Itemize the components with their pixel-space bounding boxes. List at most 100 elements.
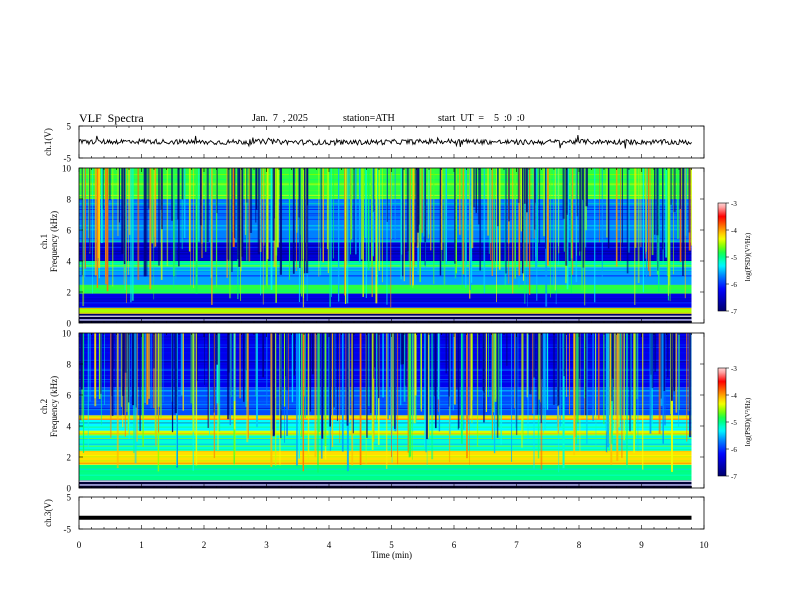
spectrogram-band-line <box>79 179 692 181</box>
quiet-gap <box>213 333 215 413</box>
spectrogram-band-line <box>79 174 692 176</box>
start-time-label: start UT = 5 :0 :0 <box>438 113 525 124</box>
sferic-streak <box>424 333 426 448</box>
quiet-gap <box>122 333 125 396</box>
quiet-gap <box>131 333 135 406</box>
sferic-streak <box>493 168 496 269</box>
sferic-streak <box>326 168 329 250</box>
ch3-waveform-y-tick-label: -5 <box>64 525 72 535</box>
sferic-streak <box>483 168 486 294</box>
sferic-streak <box>180 333 183 396</box>
spectrogram-band-line <box>79 308 692 309</box>
spectrogram-band-line <box>79 429 692 431</box>
sferic-streak <box>141 333 143 416</box>
sferic-streak <box>372 168 374 257</box>
sferic-streak <box>331 168 332 297</box>
sferic-streak <box>678 333 680 427</box>
sferic-streak <box>125 168 127 303</box>
spectrogram-band-line <box>79 256 692 258</box>
sferic-streak <box>576 333 579 423</box>
sferic-streak <box>403 333 406 402</box>
sferic-streak <box>533 333 535 469</box>
ch1-colorbar <box>717 202 727 312</box>
spectrogram-band-line <box>79 284 692 286</box>
quiet-gap <box>585 168 588 207</box>
quiet-gap <box>400 333 403 365</box>
sferic-streak <box>247 333 249 439</box>
sferic-streak <box>492 333 495 413</box>
quiet-gap <box>670 333 673 401</box>
quiet-gap <box>81 168 83 276</box>
spectrogram-band-line <box>79 354 692 356</box>
sferic-streak <box>583 168 586 306</box>
spectrogram-band-line <box>79 247 692 248</box>
sferic-streak <box>308 333 310 455</box>
spectrogram-band-line <box>79 240 692 242</box>
sferic-streak <box>94 333 97 407</box>
sferic-streak <box>553 168 554 287</box>
ch2-colorbar <box>717 367 727 477</box>
quiet-gap <box>508 168 510 222</box>
spectrogram-band-line <box>79 397 692 399</box>
colorbar-tick-label: -6 <box>731 446 737 454</box>
quiet-gap <box>524 168 526 204</box>
sferic-streak <box>94 168 97 276</box>
sferic-streak <box>494 333 497 402</box>
sferic-streak <box>82 168 85 307</box>
sferic-streak <box>669 168 671 302</box>
ch2-frequency-y-tick-label: 0 <box>67 484 72 494</box>
sferic-streak <box>535 168 537 268</box>
sferic-streak <box>595 333 597 448</box>
sferic-streak <box>348 333 350 423</box>
ch1-frequency-y-tick-label: 8 <box>67 195 72 205</box>
quiet-gap <box>303 168 306 274</box>
sferic-streak <box>452 333 455 411</box>
spectrogram-band-line <box>79 462 692 464</box>
quiet-gap <box>118 168 120 223</box>
sferic-streak <box>215 168 218 288</box>
sferic-streak <box>597 333 600 419</box>
quiet-gap <box>246 168 248 203</box>
spectrogram-band-line <box>79 455 692 457</box>
spectrogram-band-line <box>79 368 692 370</box>
quiet-gap <box>171 168 173 221</box>
sferic-streak <box>304 333 306 418</box>
quiet-gap <box>473 168 476 208</box>
spectrogram-band-line <box>79 184 692 186</box>
ch1-frequency-y-tick-label: 4 <box>67 257 72 267</box>
quiet-gap <box>505 168 507 274</box>
sferic-streak <box>637 333 639 452</box>
sferic-streak <box>329 168 331 307</box>
sferic-streak <box>567 168 569 243</box>
sferic-streak <box>545 168 548 307</box>
spectrogram-band-line <box>79 209 692 210</box>
sferic-streak <box>637 168 640 283</box>
quiet-gap <box>526 168 528 213</box>
sferic-streak <box>595 333 596 418</box>
sferic-streak <box>157 333 160 407</box>
sferic-streak <box>351 333 353 401</box>
spectrogram-band-line <box>79 312 692 314</box>
sferic-streak <box>345 333 347 421</box>
ch1-waveform-ylabel-line: ch.1(V) <box>43 128 53 156</box>
sferic-streak <box>344 168 347 304</box>
sferic-streak <box>190 168 191 286</box>
ch3-waveform-ylabel: ch.3(V) <box>43 499 53 527</box>
sferic-streak <box>437 333 439 400</box>
quiet-gap <box>215 333 218 365</box>
sferic-streak <box>182 333 184 411</box>
spectrogram-ch1 <box>79 168 692 323</box>
sferic-streak <box>87 333 89 448</box>
sferic-streak <box>634 168 637 248</box>
sferic-streak <box>247 333 249 402</box>
sferic-streak <box>209 333 210 437</box>
sferic-streak <box>106 168 109 292</box>
ch2-frequency-y-tick-label: 6 <box>67 391 72 401</box>
sferic-streak <box>464 168 467 289</box>
sferic-streak <box>599 168 600 243</box>
sferic-streak <box>525 168 528 267</box>
quiet-gap <box>545 168 547 249</box>
sferic-streak <box>390 333 392 421</box>
sferic-streak <box>155 333 157 446</box>
